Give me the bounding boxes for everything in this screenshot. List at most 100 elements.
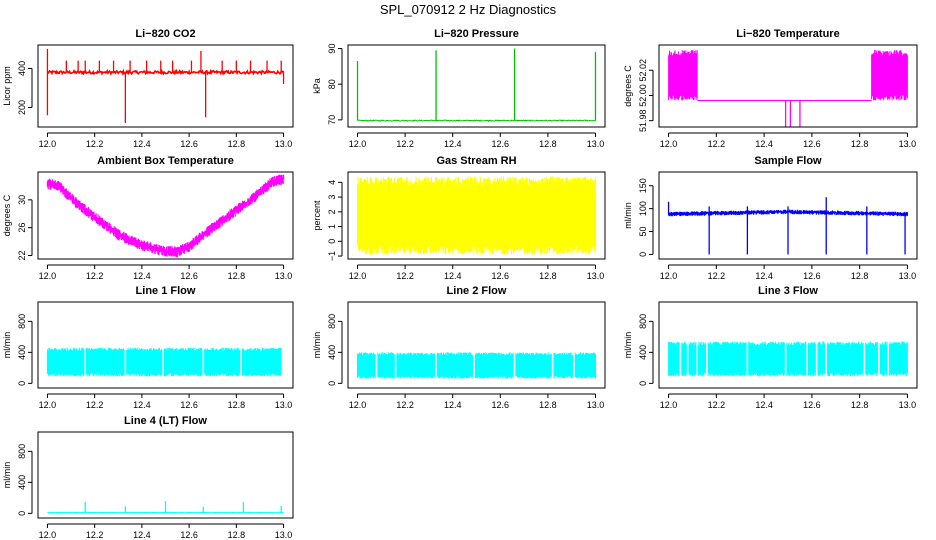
x-axis: 12.0 12.2 12.4 12.6 12.8 13.0	[349, 132, 604, 149]
x-tick-label: 12.4	[133, 139, 151, 149]
x-axis: 12.0 12.2 12.4 12.6 12.8 13.0	[660, 393, 917, 410]
x-tick-label: 12.4	[444, 271, 462, 281]
x-tick-label: 12.8	[851, 271, 869, 281]
data-band	[357, 176, 596, 255]
x-tick-label: 12.8	[228, 400, 246, 410]
x-tick-label: 12.6	[180, 400, 198, 410]
x-tick-label: 12.4	[755, 139, 773, 149]
chart-title: Sample Flow	[754, 155, 822, 167]
y-tick-label: 2	[327, 209, 337, 214]
x-tick-label: 12.2	[708, 271, 726, 281]
y-tick-label: 52.00	[638, 84, 648, 107]
y-tick-label: 200	[17, 100, 27, 115]
y-tick-label: 22	[17, 251, 27, 261]
y-tick-label: 0	[638, 381, 648, 386]
x-axis: 12.0 12.2 12.4 12.6 12.8 13.0	[39, 393, 292, 410]
y-axis: 51.98 52.00 52.02	[638, 59, 654, 132]
x-tick-label: 12.8	[539, 139, 557, 149]
data-series-line	[357, 119, 596, 122]
chart-line1: Line 1 Flow ml/min 12.0 12.2 12.4 12.6 12.8 13.…	[2, 285, 294, 410]
y-axis: 0 400 800	[17, 314, 33, 386]
x-tick-label: 13.0	[899, 400, 917, 410]
y-tick-label: 90	[327, 44, 337, 54]
chart-title: Line 1 Flow	[136, 285, 196, 297]
data-band	[871, 50, 908, 101]
x-tick-label: 12.6	[180, 530, 198, 540]
plot-frame	[347, 301, 606, 389]
x-tick-label: 12.4	[755, 271, 773, 281]
x-tick-label: 13.0	[275, 530, 293, 540]
x-tick-label: 12.0	[39, 139, 57, 149]
y-axis: 70 80 90	[327, 44, 343, 125]
y-axis-label: ml/min	[623, 202, 633, 229]
x-tick-label: 12.8	[539, 400, 557, 410]
chart-sample: Sample Flow ml/min 12.0 12.2 12.4 12.6 12.8 13.…	[623, 155, 918, 281]
chart-rh: Gas Stream RH percent 12.0 12.2 12.4 12.6 12.8…	[312, 155, 606, 281]
x-tick-label: 12.8	[851, 400, 869, 410]
y-axis-label: percent	[312, 200, 322, 231]
chart-line3: Line 3 Flow ml/min 12.0 12.2 12.4 12.6 12.8 13.…	[623, 285, 918, 410]
y-tick-label: 400	[17, 475, 27, 490]
y-tick-label: 0	[327, 381, 337, 386]
data-series-line	[668, 209, 908, 217]
x-tick-label: 12.4	[133, 400, 151, 410]
plot-frame	[347, 171, 606, 260]
y-tick-label: 400	[17, 61, 27, 76]
y-tick-label: 800	[638, 314, 648, 329]
y-axis: 0 400 800	[638, 314, 654, 386]
y-tick-label: 150	[638, 178, 648, 193]
chart-title: Gas Stream RH	[436, 155, 516, 167]
chart-title: Li−820 Temperature	[736, 28, 839, 40]
y-axis: 200 400	[17, 61, 33, 115]
y-axis: 0 50 100 150	[638, 178, 654, 257]
y-tick-label: 50	[638, 227, 648, 237]
x-tick-label: 12.2	[86, 400, 104, 410]
chart-title: Ambient Box Temperature	[97, 155, 234, 167]
x-tick-label: 12.8	[228, 139, 246, 149]
x-axis: 12.0 12.2 12.4 12.6 12.8 13.0	[39, 132, 293, 149]
x-tick-label: 12.2	[708, 139, 726, 149]
chart-line2: Line 2 Flow ml/min 12.0 12.2 12.4 12.6 12.8 13.…	[312, 285, 606, 410]
y-axis: −1 0 1 2 3 4	[327, 180, 343, 261]
plot-frame	[37, 44, 294, 128]
x-tick-label: 12.2	[396, 139, 414, 149]
plot-frame	[37, 171, 294, 260]
y-tick-label: 3	[327, 195, 337, 200]
y-axis-label: ml/min	[312, 332, 322, 359]
x-tick-label: 13.0	[899, 271, 917, 281]
x-tick-label: 12.0	[349, 139, 367, 149]
y-tick-label: 800	[17, 314, 27, 329]
y-axis: 0 400 800	[17, 444, 33, 516]
data-band	[668, 341, 908, 377]
y-tick-label: 800	[327, 314, 337, 329]
plot-frame	[37, 431, 294, 519]
y-axis-label: kPa	[312, 78, 322, 94]
x-tick-label: 12.4	[444, 139, 462, 149]
chart-title: Line 2 Flow	[447, 285, 507, 297]
x-tick-label: 12.2	[396, 400, 414, 410]
x-tick-label: 12.6	[492, 271, 510, 281]
data-series-line	[46, 68, 285, 77]
x-tick-label: 12.6	[180, 139, 198, 149]
x-tick-label: 12.4	[444, 400, 462, 410]
x-tick-label: 12.0	[660, 139, 678, 149]
y-tick-label: 800	[17, 444, 27, 459]
y-tick-label: 30	[17, 195, 27, 205]
x-tick-label: 12.0	[660, 271, 678, 281]
x-tick-label: 12.0	[39, 400, 57, 410]
y-axis: 0 400 800	[327, 314, 343, 386]
x-tick-label: 12.6	[492, 400, 510, 410]
y-axis-label: degrees C	[623, 65, 633, 107]
plot-frame	[347, 44, 606, 128]
y-axis-label: ml/min	[623, 332, 633, 359]
plot-frame	[658, 44, 918, 128]
x-axis: 12.0 12.2 12.4 12.6 12.8 13.0	[660, 132, 916, 149]
y-tick-label: 1	[327, 224, 337, 229]
x-tick-label: 12.0	[39, 271, 57, 281]
x-tick-label: 12.4	[755, 400, 773, 410]
x-tick-label: 13.0	[587, 271, 605, 281]
x-tick-label: 13.0	[275, 139, 293, 149]
chart-pressure: Li−820 Pressure kPa 12.0 12.2 12.4 12.6 12.8 13…	[312, 28, 606, 149]
